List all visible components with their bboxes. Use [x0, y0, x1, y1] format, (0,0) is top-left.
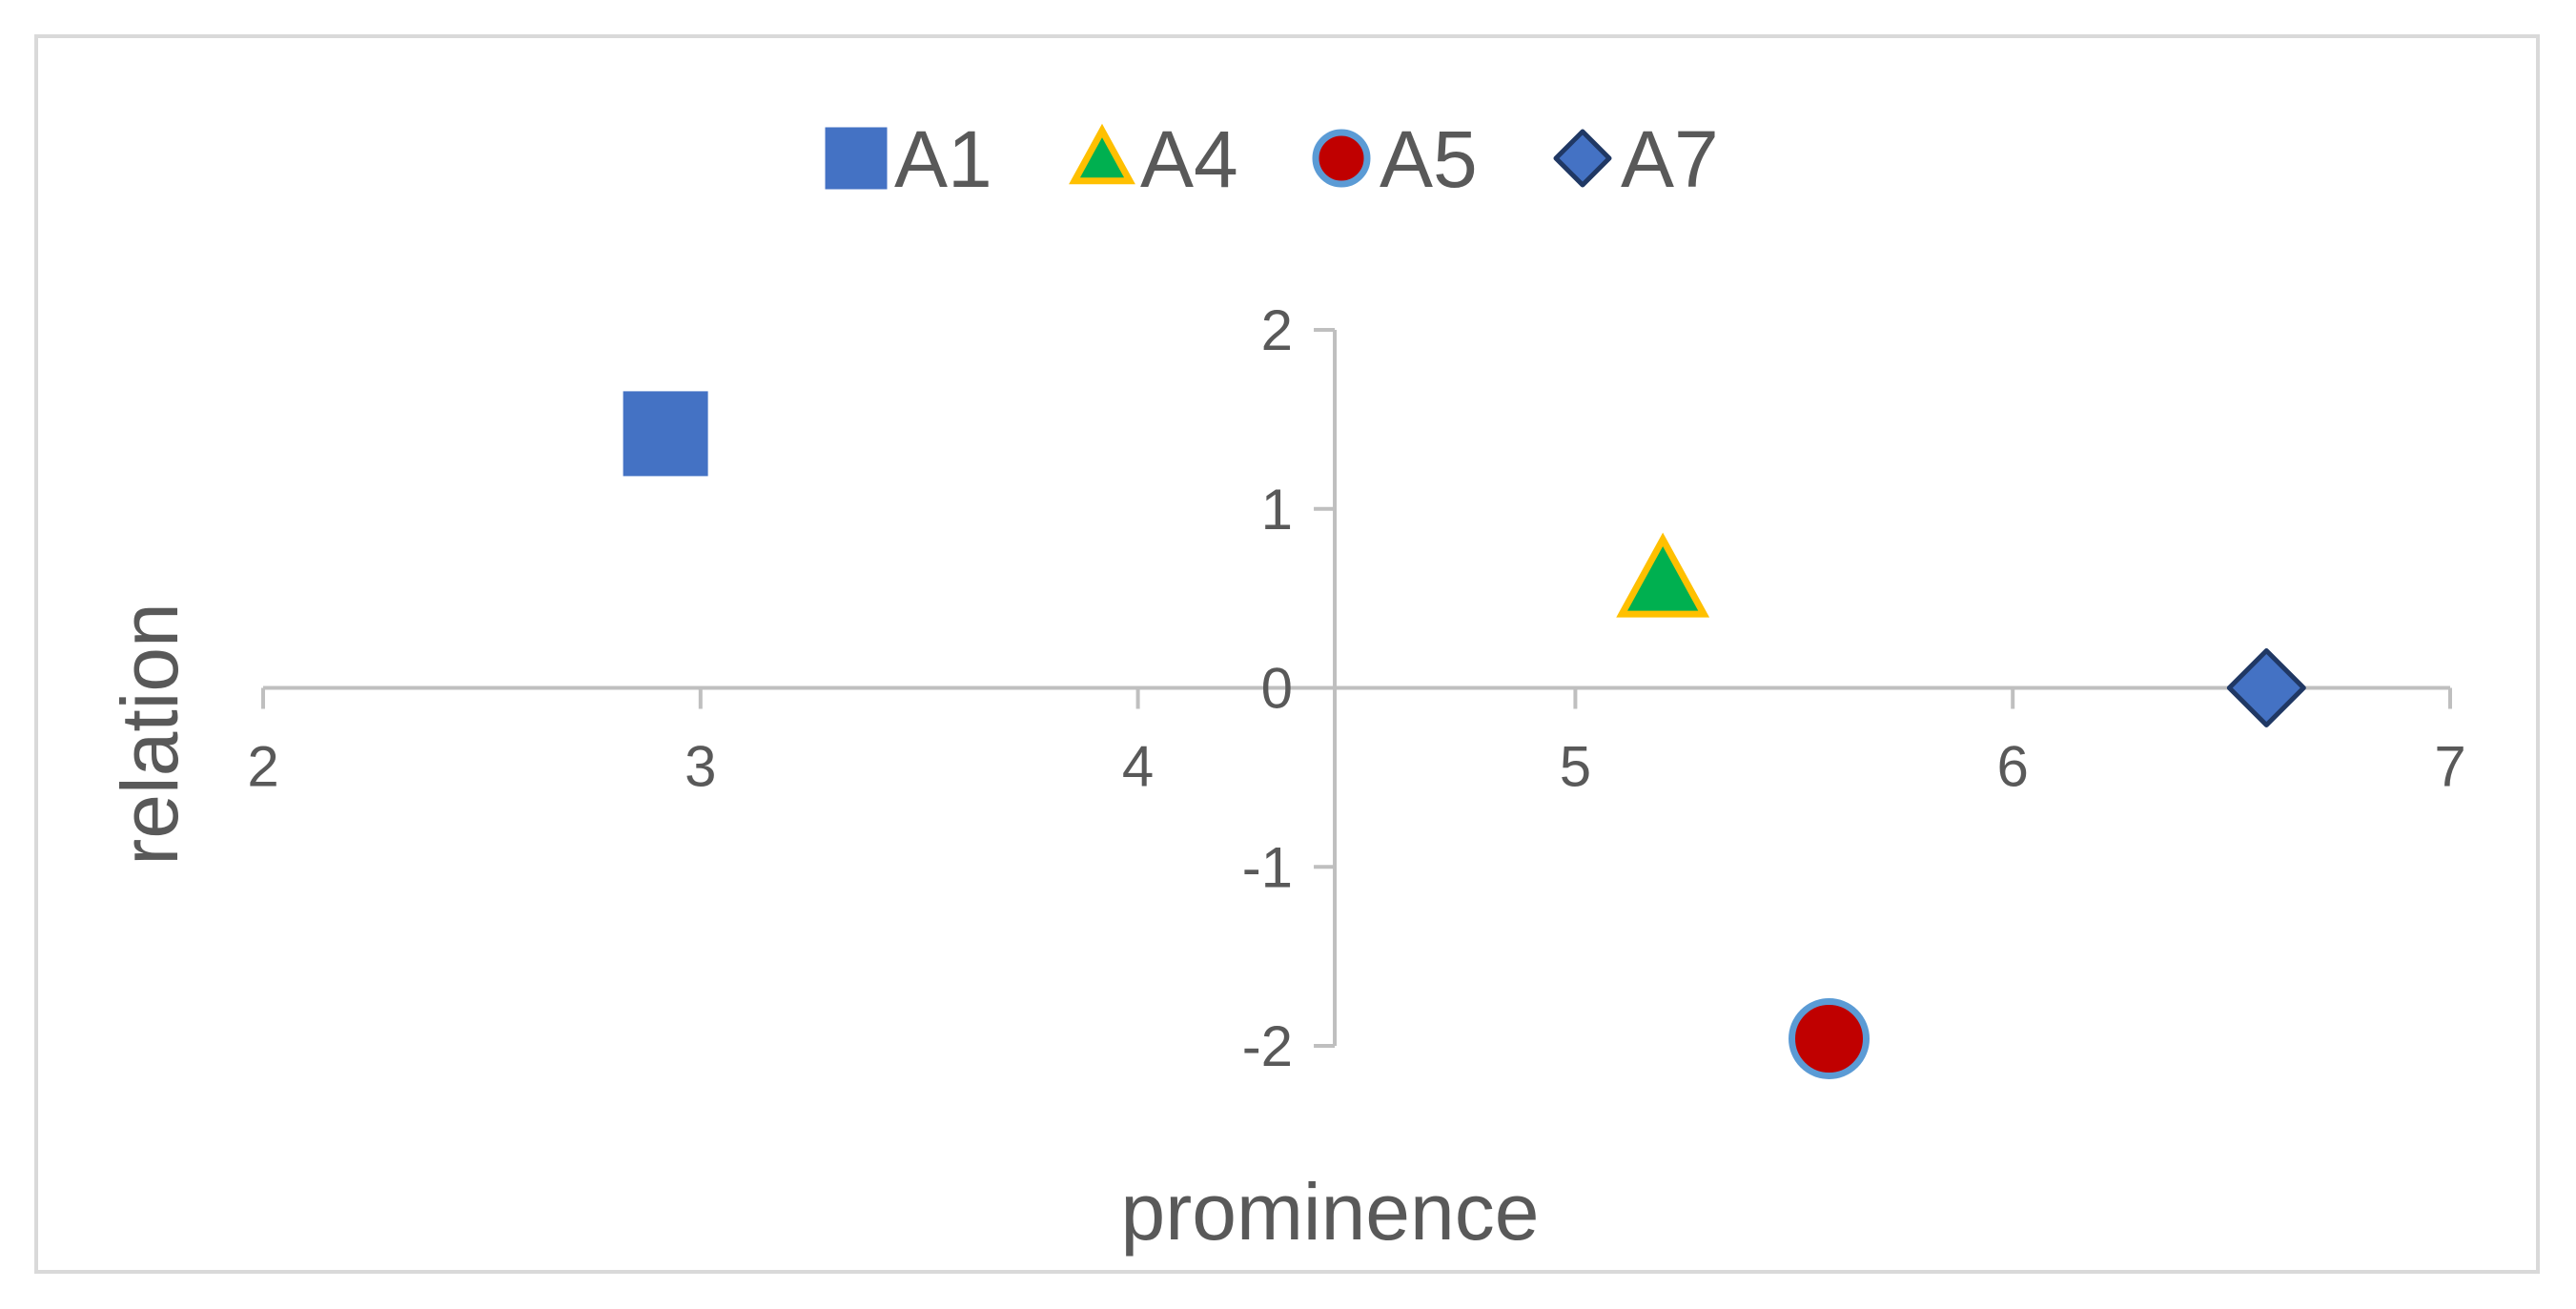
legend: A1 A4 A5 A7 — [825, 114, 1719, 204]
y-axis-title: relation — [105, 603, 194, 866]
y-tick-label: -1 — [1242, 835, 1293, 899]
x-tick-label: 2 — [247, 735, 278, 799]
x-tick-label: 3 — [685, 735, 716, 799]
legend-marker-a5 — [1312, 129, 1371, 188]
x-tick-label: 5 — [1560, 735, 1591, 799]
legend-label-a5: A5 — [1380, 114, 1478, 204]
y-tick-label: -2 — [1242, 1014, 1293, 1078]
y-tick-label: 1 — [1261, 478, 1293, 542]
data-point-a1 — [623, 391, 708, 477]
legend-label-a1: A1 — [894, 114, 992, 204]
x-tick-label: 4 — [1122, 735, 1154, 799]
y-ticks: 2 1 0 -1 -2 — [1242, 298, 1336, 1078]
legend-label-a4: A4 — [1140, 114, 1238, 204]
data-point-a5 — [1789, 997, 1871, 1079]
x-ticks: 2 3 4 5 6 7 — [247, 687, 2466, 799]
legend-marker-a1 — [825, 127, 888, 190]
data-point-a7 — [2226, 648, 2306, 727]
y-tick-label: 2 — [1261, 298, 1293, 362]
legend-marker-a4 — [1069, 123, 1135, 185]
chart-frame — [34, 34, 2540, 1274]
x-tick-label: 7 — [2434, 735, 2465, 799]
axes — [263, 330, 2450, 1046]
x-tick-label: 6 — [1997, 735, 2029, 799]
y-tick-label: 0 — [1261, 657, 1293, 721]
data-points — [623, 391, 2306, 1079]
data-point-a4 — [1616, 532, 1710, 618]
legend-label-a7: A7 — [1621, 114, 1719, 204]
legend-marker-a7 — [1553, 129, 1612, 188]
x-axis-title: prominence — [1121, 1167, 1540, 1257]
